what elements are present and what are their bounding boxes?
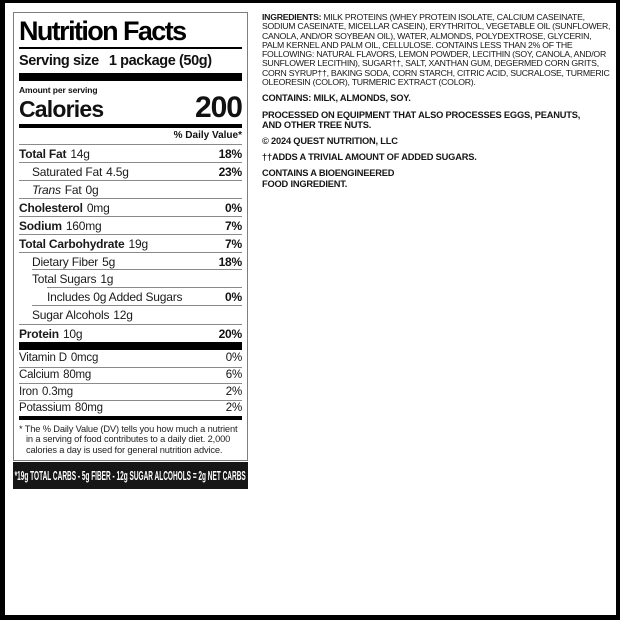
nutrient-amount: 0mg — [86, 200, 110, 215]
serving-size-value: 1 package (50g) — [108, 53, 212, 69]
nutrient-name: Calcium — [19, 369, 60, 382]
net-carbs-banner-text: *19g TOTAL CARBS - 5g FIBER - 12g SUGAR … — [14, 468, 247, 483]
nutrient-name: Includes 0g Added Sugars — [47, 290, 183, 304]
nutrient-amount: 0mcg — [70, 352, 99, 365]
nutrient-row-total-carbohydrate: Total Carbohydrate 19g 7% — [19, 234, 242, 252]
nutrient-amount: 0.3mg — [42, 385, 73, 398]
nutrition-facts-title: Nutrition Facts — [19, 16, 187, 46]
nutrient-dv: 6% — [225, 369, 242, 382]
amount-per-serving-label: Amount per serving — [19, 85, 98, 95]
nutrient-amount: 14g — [70, 146, 90, 161]
nutrient-name: Vitamin D — [19, 352, 67, 365]
nutrient-amount: 12g — [113, 308, 133, 322]
nutrient-row-sodium: Sodium 160mg 7% — [19, 216, 242, 234]
net-carbs-banner: *19g TOTAL CARBS - 5g FIBER - 12g SUGAR … — [13, 462, 248, 489]
nutrient-amount: 19g — [128, 236, 149, 251]
nutrient-dv: 18% — [218, 146, 243, 161]
nutrient-name: Fat — [64, 182, 82, 197]
nutrient-amount: 5g — [102, 254, 116, 269]
medium-divider — [19, 124, 242, 128]
thick-divider — [19, 73, 242, 81]
nutrient-dv: 18% — [218, 254, 243, 269]
nutrient-dv: 7% — [225, 236, 242, 251]
nutrient-dv: 0% — [225, 290, 242, 304]
nutrient-name: Cholesterol — [19, 200, 83, 215]
nutrient-name: Protein — [19, 326, 59, 341]
micro-row-iron: Iron 0.3mg 2% — [19, 383, 242, 400]
micro-row-potassium: Potassium 80mg 2% — [19, 399, 242, 417]
nutrient-row-sugar-alcohols: Sugar Alcohols 12g — [19, 305, 242, 324]
nutrient-amount: 80mg — [74, 402, 103, 415]
nutrient-name: Total Fat — [19, 146, 67, 161]
nutrient-amount: 1g — [100, 272, 114, 286]
nutrient-name: Sodium — [19, 218, 62, 233]
nutrient-amount: 10g — [62, 326, 83, 341]
nutrient-name: Iron — [19, 385, 39, 398]
ingredients-label: INGREDIENTS: — [262, 12, 322, 22]
nutrient-dv: 2% — [225, 385, 242, 398]
nutrient-row-trans-fat: Trans Fat 0g — [19, 180, 242, 198]
nutrient-amount: 4.5g — [106, 164, 129, 179]
nutrient-row-added-sugars: Includes 0g Added Sugars 0% — [19, 287, 242, 306]
ingredients-column: INGREDIENTS: MILK PROTEINS (WHEY PROTEIN… — [262, 12, 612, 195]
nutrient-dv: 0% — [225, 352, 242, 365]
nutrient-row-total-sugars: Total Sugars 1g — [19, 269, 242, 288]
nutrient-amount: 160mg — [65, 218, 102, 233]
nutrient-dv: 0% — [225, 200, 242, 215]
nutrient-dv: 7% — [225, 218, 242, 233]
serving-size-row: Serving size 1 package (50g) — [19, 51, 242, 73]
medium-divider — [19, 416, 242, 420]
contains-statement: CONTAINS: MILK, ALMONDS, SOY. — [262, 93, 411, 104]
micro-row-calcium: Calcium 80mg 6% — [19, 366, 242, 384]
nutrient-row-protein: Protein 10g 20% — [19, 324, 242, 342]
nutrient-name: Potassium — [19, 402, 71, 415]
processed-statement: PROCESSED ON EQUIPMENT THAT ALSO PROCESS… — [262, 109, 581, 130]
added-sugars-note: ††ADDS A TRIVIAL AMOUNT OF ADDED SUGARS. — [262, 152, 477, 163]
ingredients-paragraph: INGREDIENTS: MILK PROTEINS (WHEY PROTEIN… — [262, 12, 612, 88]
nutrient-row-dietary-fiber: Dietary Fiber 5g 18% — [19, 252, 242, 270]
nutrient-dv: 2% — [225, 402, 242, 415]
nutrient-dv: 23% — [218, 164, 243, 179]
daily-value-header: % Daily Value* — [173, 130, 242, 141]
ingredients-text: MILK PROTEINS (WHEY PROTEIN ISOLATE, CAL… — [262, 12, 611, 88]
serving-size-label: Serving size — [19, 53, 99, 69]
nutrient-dv: 20% — [218, 326, 243, 341]
micro-row-vitamin-d: Vitamin D 0mcg 0% — [19, 350, 242, 367]
nutrient-row-saturated-fat: Saturated Fat 4.5g 23% — [19, 162, 242, 180]
nutrient-name: Total Carbohydrate — [19, 236, 125, 251]
daily-value-footnote: * The % Daily Value (DV) tells you how m… — [19, 424, 238, 455]
nutrient-amount: 0g — [85, 182, 99, 197]
calories-label: Calories — [19, 96, 104, 122]
divider — [19, 47, 242, 49]
thick-divider — [19, 342, 242, 350]
calories-row: Calories 200 — [19, 91, 243, 124]
calories-value: 200 — [194, 91, 243, 124]
nutrition-facts-panel: Nutrition Facts Serving size 1 package (… — [13, 12, 248, 461]
nutrient-row-cholesterol: Cholesterol 0mg 0% — [19, 198, 242, 216]
nutrient-row-total-fat: Total Fat 14g 18% — [19, 144, 242, 162]
nutrient-amount: 80mg — [63, 369, 92, 382]
nutrient-name-italic: Trans — [32, 182, 61, 197]
nutrient-name: Sugar Alcohols — [32, 308, 110, 322]
nutrient-name: Dietary Fiber — [32, 254, 99, 269]
nutrient-name: Saturated Fat — [32, 164, 103, 179]
bioengineered-statement: CONTAINS A BIOENGINEERED FOOD INGREDIENT… — [262, 168, 395, 189]
nutrient-name: Total Sugars — [32, 272, 97, 286]
copyright-line: © 2024 QUEST NUTRITION, LLC — [262, 135, 398, 146]
